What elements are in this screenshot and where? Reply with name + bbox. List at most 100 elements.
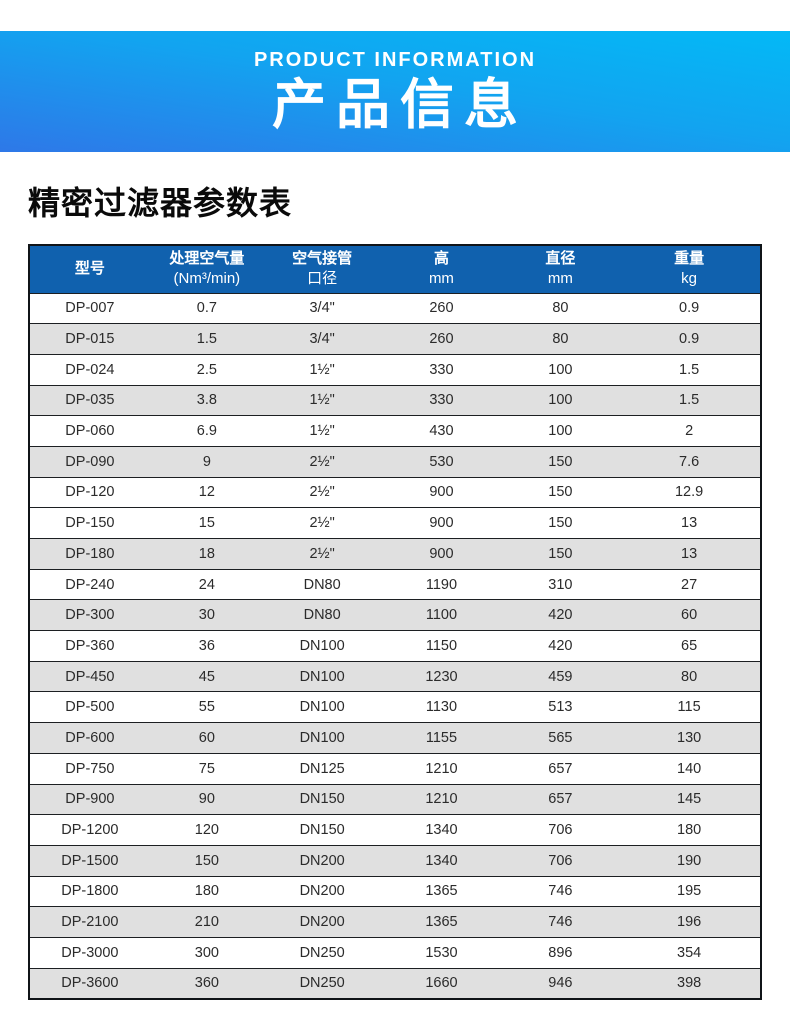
cell-airflow: 45 [149,660,264,693]
table-row: DP-1500 150 DN200 1340 706 190 [29,844,761,877]
cell-weight: 115 [618,691,761,724]
table-header: 型号 处理空气量 (Nm³/min) 空气接管 口径 高 mm 直径 mm 重量 kg [29,244,761,294]
column-header-line1: 型号 [74,260,105,278]
table-row: DP-060 6.9 1½" 430 100 2 [29,415,761,447]
cell-diameter: 459 [502,660,619,693]
cell-pipe: DN100 [263,691,381,724]
cell-weight: 65 [618,630,761,662]
cell-diameter: 706 [502,844,619,877]
cell-weight: 190 [618,844,761,877]
cell-height: 900 [380,507,503,539]
cell-pipe: 2½" [263,476,381,509]
table-row: DP-180 18 2½" 900 150 13 [29,538,761,570]
cell-diameter: 746 [502,875,619,908]
cell-model: DP-024 [29,353,150,386]
cell-pipe: 3/4" [263,323,381,355]
cell-diameter: 150 [502,507,619,539]
cell-weight: 196 [618,906,761,938]
cell-model: DP-300 [29,599,150,632]
cell-weight: 354 [618,936,761,969]
column-header-weight: 重量 kg [618,244,761,294]
cell-pipe: 2½" [263,445,381,478]
cell-model: DP-1500 [29,844,150,877]
cell-pipe: DN100 [263,630,381,662]
table-row: DP-240 24 DN80 1190 310 27 [29,568,761,601]
cell-weight: 1.5 [618,353,761,386]
cell-pipe: DN150 [263,814,381,846]
cell-diameter: 896 [502,936,619,969]
cell-height: 330 [380,353,503,386]
cell-airflow: 30 [149,599,264,632]
column-header-line2: mm [428,270,454,288]
cell-pipe: DN200 [263,906,381,938]
table-row: DP-900 90 DN150 1210 657 145 [29,783,761,816]
cell-pipe: 3/4" [263,292,381,325]
cell-diameter: 310 [502,568,619,601]
cell-height: 1210 [380,752,503,785]
cell-weight: 398 [618,967,761,1000]
column-header-line1: 重量 [674,250,705,267]
cell-model: DP-035 [29,384,150,417]
cell-model: DP-1800 [29,875,150,908]
cell-airflow: 18 [149,538,264,570]
cell-weight: 2 [618,415,761,447]
cell-airflow: 2.5 [149,353,264,386]
cell-model: DP-180 [29,538,150,570]
cell-height: 330 [380,384,503,417]
cell-weight: 0.9 [618,323,761,355]
cell-airflow: 60 [149,722,264,754]
table-row: DP-3000 300 DN250 1530 896 354 [29,936,761,969]
table-header-row: 型号 处理空气量 (Nm³/min) 空气接管 口径 高 mm 直径 mm 重量 kg [29,244,761,294]
cell-height: 260 [380,292,503,325]
cell-diameter: 100 [502,353,619,386]
table-row: DP-2100 210 DN200 1365 746 196 [29,906,761,938]
cell-height: 1100 [380,599,503,632]
banner-title: 产品信息 [272,74,528,135]
cell-height: 1230 [380,660,503,693]
cell-model: DP-450 [29,660,150,693]
column-header-diameter: 直径 mm [502,244,619,294]
cell-height: 900 [380,538,503,570]
table-row: DP-015 1.5 3/4" 260 80 0.9 [29,323,761,355]
cell-diameter: 706 [502,814,619,846]
cell-pipe: 2½" [263,538,381,570]
cell-diameter: 80 [502,292,619,325]
cell-diameter: 100 [502,384,619,417]
cell-airflow: 90 [149,783,264,816]
cell-diameter: 100 [502,415,619,447]
cell-model: DP-3600 [29,967,150,1000]
cell-pipe: DN80 [263,568,381,601]
cell-weight: 130 [618,722,761,754]
cell-diameter: 565 [502,722,619,754]
cell-diameter: 150 [502,445,619,478]
cell-weight: 7.6 [618,445,761,478]
cell-height: 1340 [380,844,503,877]
column-header-line2: 口径 [307,270,338,288]
table-row: DP-360 36 DN100 1150 420 65 [29,630,761,662]
cell-model: DP-120 [29,476,150,509]
cell-model: DP-060 [29,415,150,447]
cell-model: DP-1200 [29,814,150,846]
cell-airflow: 75 [149,752,264,785]
cell-airflow: 9 [149,445,264,478]
cell-weight: 13 [618,507,761,539]
column-header-line1: 处理空气量 [169,250,245,267]
cell-weight: 60 [618,599,761,632]
cell-height: 1150 [380,630,503,662]
cell-model: DP-750 [29,752,150,785]
table-row: DP-150 15 2½" 900 150 13 [29,507,761,539]
cell-height: 430 [380,415,503,447]
cell-model: DP-015 [29,323,150,355]
cell-pipe: DN200 [263,875,381,908]
cell-airflow: 1.5 [149,323,264,355]
cell-airflow: 36 [149,630,264,662]
table-body: DP-007 0.7 3/4" 260 80 0.9 DP-015 1.5 3/4" 260 80 0… [29,292,761,1000]
cell-pipe: DN200 [263,844,381,877]
cell-model: DP-600 [29,722,150,754]
table-row: DP-035 3.8 1½" 330 100 1.5 [29,384,761,417]
cell-model: DP-360 [29,630,150,662]
table-row: DP-500 55 DN100 1130 513 115 [29,691,761,724]
cell-airflow: 180 [149,875,264,908]
column-header-height: 高 mm [380,244,503,294]
cell-diameter: 150 [502,476,619,509]
